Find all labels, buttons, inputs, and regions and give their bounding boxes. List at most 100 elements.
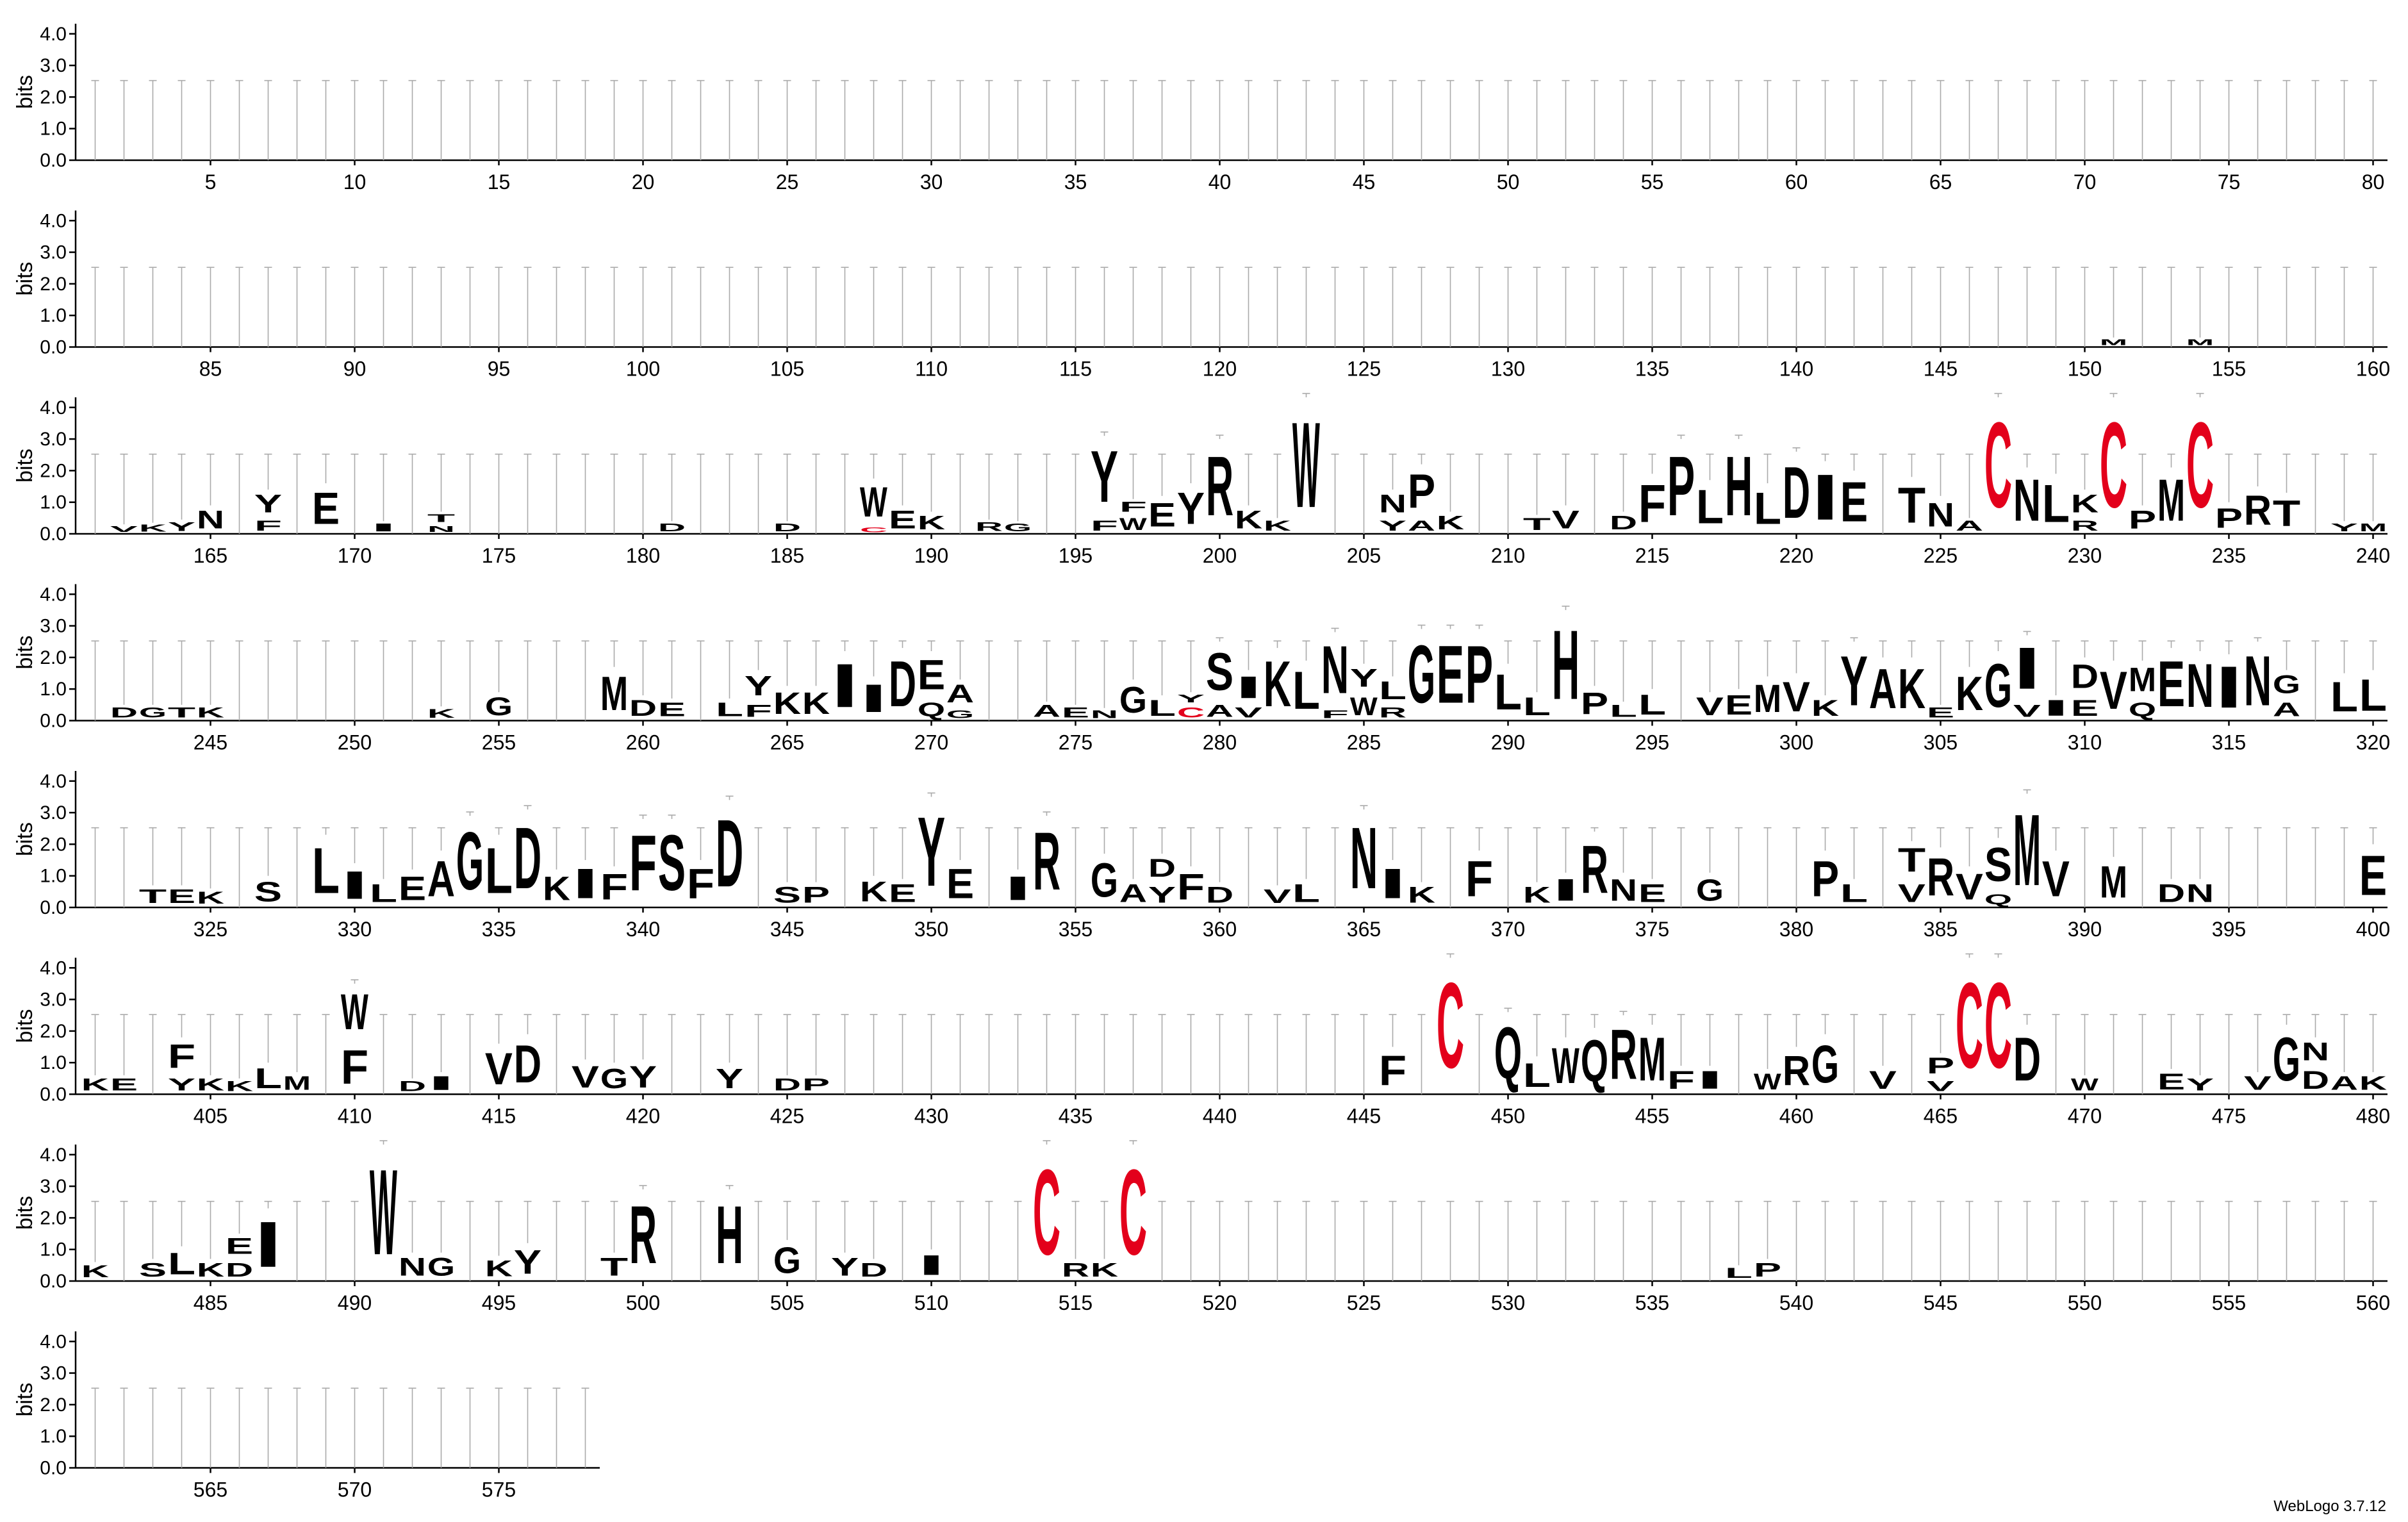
y-tick-label: 0.0 [40, 524, 67, 545]
logo-letter-G: G [456, 815, 484, 907]
x-tick-label: 315 [2212, 731, 2246, 754]
y-tick-label: 3.0 [40, 616, 67, 637]
x-tick-label: 370 [1491, 918, 1525, 941]
y-tick-label: 4.0 [40, 210, 67, 231]
logo-letter-V: V [1696, 693, 1724, 721]
x-tick-label: 450 [1491, 1105, 1525, 1128]
logo-letter-R: R [1379, 705, 1406, 721]
x-tick-label: 345 [770, 918, 804, 941]
logo-letter-E: E [312, 484, 340, 534]
logo-letter-P: P [2215, 502, 2243, 534]
logo-letter-K: K [860, 876, 887, 907]
x-tick-label: 400 [2356, 918, 2390, 941]
x-tick-label: 575 [482, 1478, 516, 1501]
logo-letter-L: L [370, 879, 397, 907]
x-tick-label: 540 [1779, 1291, 1813, 1314]
x-tick-label: 90 [343, 358, 367, 381]
logo-letter-Y: Y [168, 520, 195, 534]
y-tick-label: 4.0 [40, 771, 67, 792]
logo-letter-F: F [168, 1038, 195, 1075]
logo-letter-I: I [918, 1250, 945, 1281]
logo-letter-N: N [2244, 641, 2272, 720]
logo-letter-G: G [1696, 873, 1724, 908]
y-tick-label: 2.0 [40, 460, 67, 481]
y-tick-label: 1.0 [40, 492, 67, 513]
logo-letter-F: F [1638, 474, 1666, 534]
logo-letter-T: T [600, 1253, 628, 1281]
x-tick-label: 490 [338, 1291, 372, 1314]
logo-letter-K: K [1091, 1259, 1118, 1281]
x-tick-label: 515 [1059, 1291, 1093, 1314]
logo-letter-C: C [2100, 396, 2127, 533]
logo-letter-E: E [1927, 705, 1954, 721]
logo-letter-P: P [1927, 1054, 1954, 1079]
x-tick-label: 75 [2218, 170, 2241, 194]
x-tick-label: 50 [1497, 170, 1520, 194]
logo-letter-T: T [139, 886, 167, 907]
logo-letter-E: E [399, 870, 426, 907]
x-tick-label: 460 [1779, 1105, 1813, 1128]
logo-letter-P: P [1667, 440, 1695, 534]
logo-letter-N: N [399, 1252, 426, 1281]
logo-letter-Y: Y [1840, 642, 1868, 721]
logo-letter-C: C [1984, 396, 2012, 533]
logo-letter-L: L [1379, 677, 1406, 705]
logo-letter-C: C [1119, 1143, 1147, 1280]
y-tick-label: 0.0 [40, 1458, 67, 1479]
logo-letter-I: I [1004, 870, 1032, 907]
logo-letter-R: R [975, 520, 1003, 534]
logo-letter-K: K [197, 1075, 224, 1095]
x-tick-label: 65 [1929, 170, 1952, 194]
logo-letter-Y: Y [1091, 436, 1118, 518]
x-tick-label: 410 [338, 1105, 372, 1128]
logo-letter-G: G [1408, 629, 1435, 720]
logo-letter-F: F [1667, 1066, 1695, 1095]
logo-letter-K: K [2071, 490, 2099, 518]
x-tick-label: 235 [2212, 544, 2246, 567]
x-tick-label: 125 [1347, 358, 1381, 381]
logo-letter-R: R [1610, 1015, 1637, 1094]
logo-row-1: bits 0.0 1.0 2.0 3.0 4.0 5 10 15 20 25 30 35 40 45 50 55… [13, 24, 2387, 194]
logo-letter-L: L [2042, 474, 2070, 534]
logo-letter-V: V [2100, 660, 2127, 720]
x-tick-label: 435 [1059, 1105, 1093, 1128]
x-tick-label: 455 [1635, 1105, 1669, 1128]
logo-letter-R: R [1581, 832, 1608, 907]
x-tick-label: 255 [482, 731, 516, 754]
logo-letter-K: K [1264, 648, 1291, 720]
logo-letter-E: E [2071, 696, 2099, 721]
y-tick-label: 3.0 [40, 55, 67, 76]
logo-letter-K: K [197, 888, 224, 907]
x-tick-label: 160 [2356, 358, 2390, 381]
x-tick-label: 530 [1491, 1291, 1525, 1314]
logo-letter-L: L [1148, 695, 1176, 721]
x-tick-label: 420 [626, 1105, 660, 1128]
logo-letter-D: D [773, 522, 801, 534]
logo-letter-V: V [572, 1060, 599, 1095]
logo-letter-Q: Q [1581, 1029, 1608, 1095]
x-tick-label: 500 [626, 1291, 660, 1314]
logo-letter-W: W [2071, 1075, 2099, 1095]
x-tick-label: 395 [2212, 918, 2246, 941]
y-tick-label: 2.0 [40, 1394, 67, 1416]
y-tick-label: 1.0 [40, 679, 67, 700]
logo-letter-C: C [2186, 396, 2214, 533]
logo-letter-D: D [514, 810, 541, 907]
logo-letter-D: D [658, 522, 686, 534]
logo-letter-L: L [312, 834, 340, 907]
logo-letter-E: E [2157, 649, 2185, 721]
logo-letter-W: W [370, 1145, 397, 1281]
logo-letter-D: D [226, 1259, 253, 1281]
logo-letter-E: E [1148, 496, 1176, 534]
logo-letter-N: N [2302, 1037, 2329, 1066]
logo-letter-M: M [2100, 338, 2127, 347]
x-tick-label: 275 [1059, 731, 1093, 754]
logo-letter-A: A [1956, 518, 1983, 534]
logo-letter-K: K [918, 512, 945, 534]
logo-letter-P: P [1811, 850, 1839, 907]
logo-letter-I: I [341, 863, 368, 907]
logo-letter-N: N [1091, 708, 1118, 721]
logo-letter-E: E [226, 1234, 253, 1259]
x-tick-label: 190 [914, 544, 948, 567]
